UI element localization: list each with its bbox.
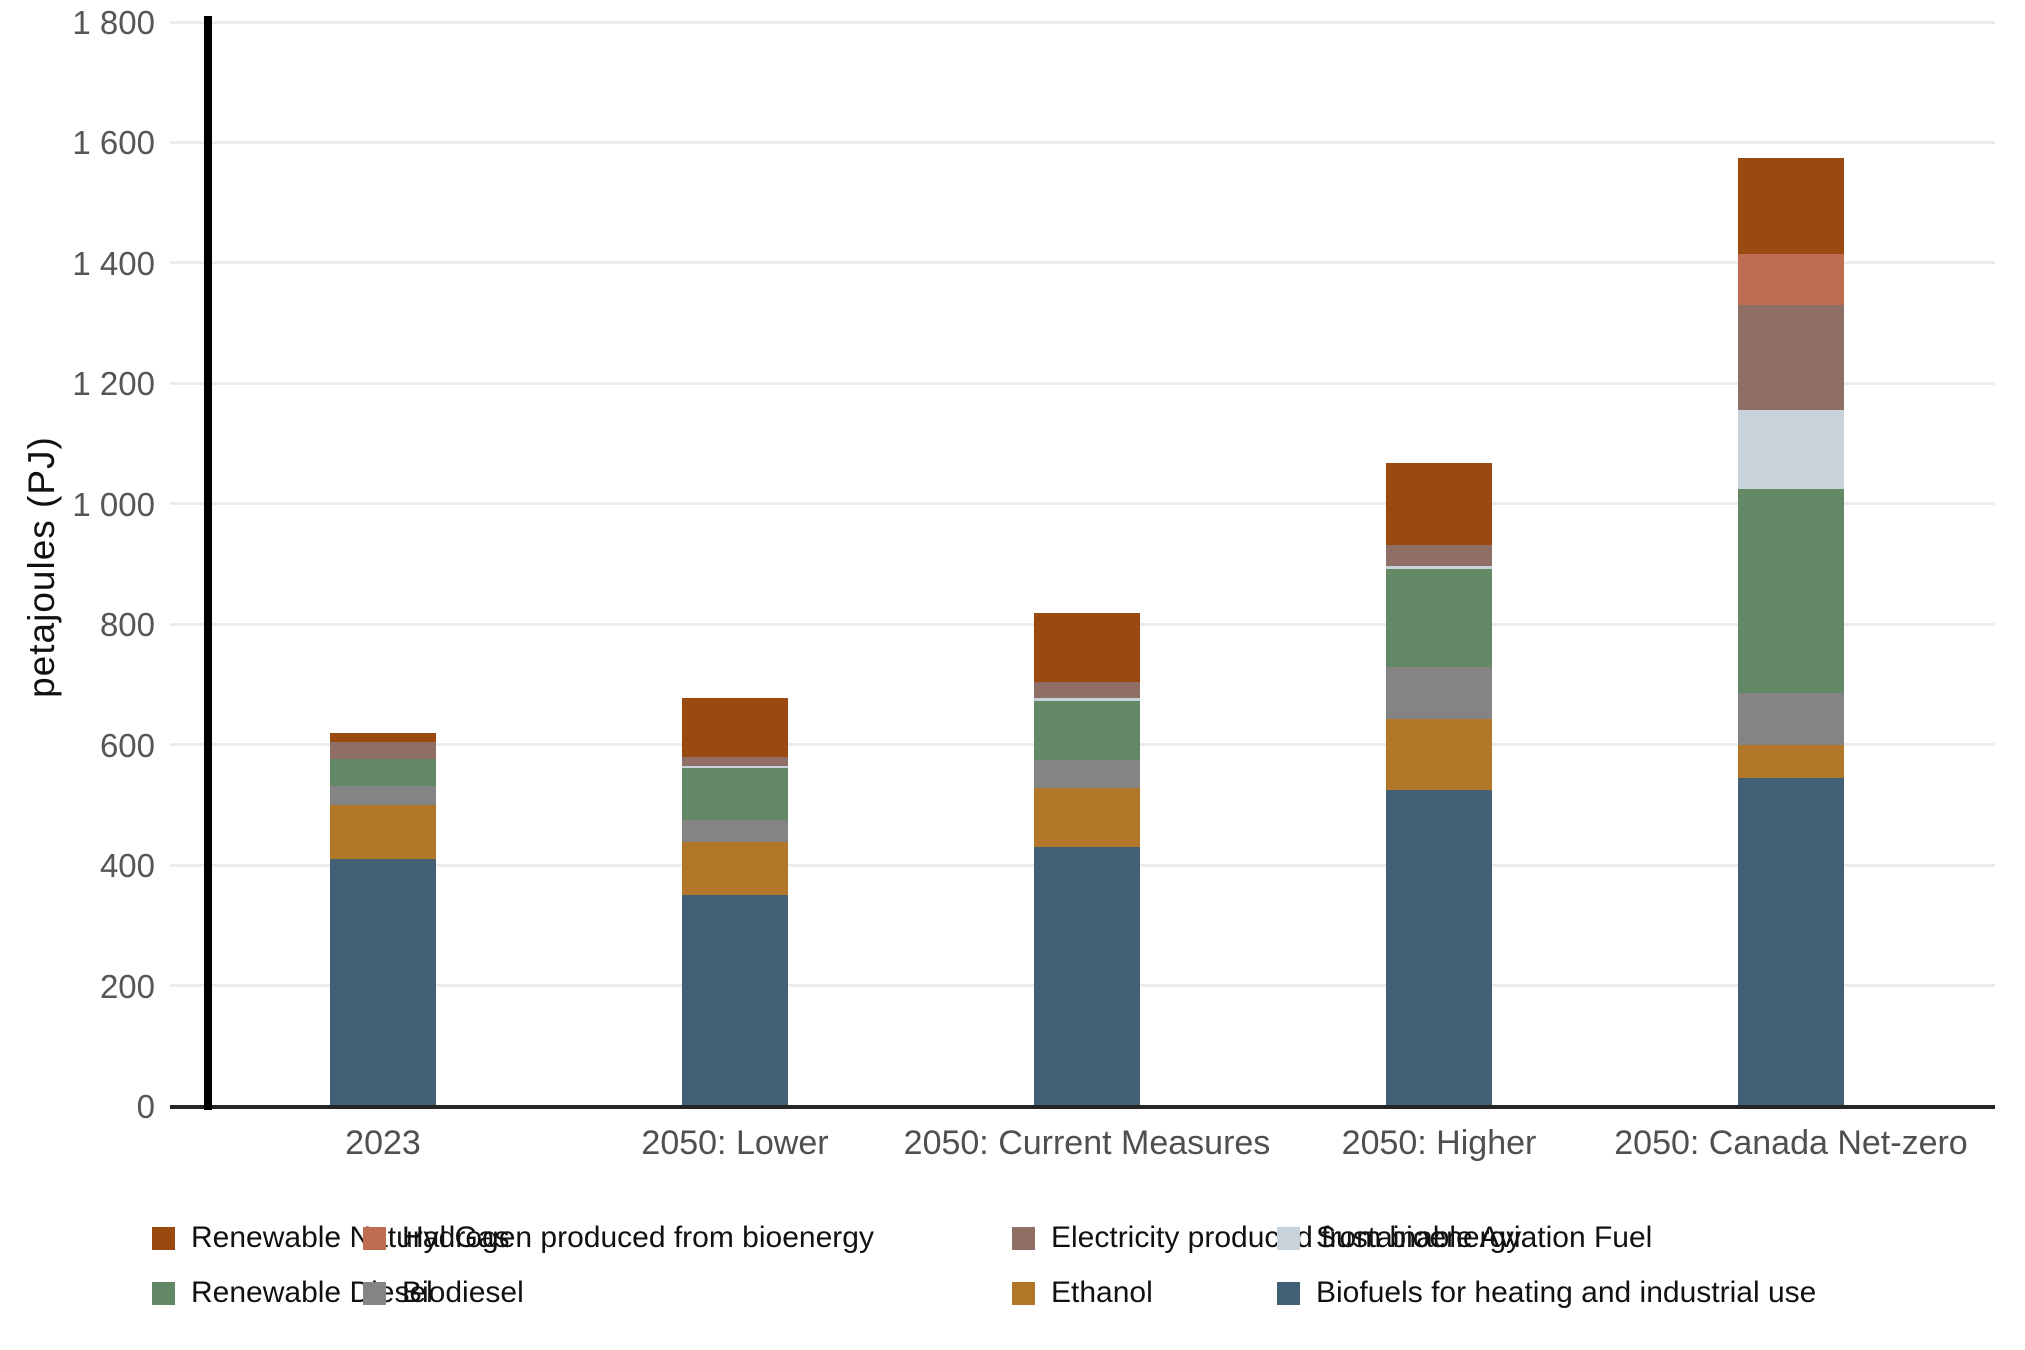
bar-segment-2050-canada-net-zero-renewable-diesel[interactable] [1738, 488, 1844, 694]
bar-segment-2050-higher-ethanol[interactable] [1386, 718, 1492, 790]
legend-item-sustainable-aviation-fuel[interactable]: Sustainable Aviation Fuel [1277, 1221, 1652, 1255]
legend-swatch-renewable-natural-gas [152, 1226, 175, 1250]
gridline-1800 [170, 20, 1995, 24]
bar-segment-2050-lower-electricity-produced-from-bioenergy[interactable] [682, 757, 788, 767]
x-axis-label-2023: 2023 [345, 1124, 421, 1162]
legend-label: Hydrogen produced from bioenergy [402, 1221, 874, 1254]
y-tick-label-400: 400 [99, 847, 155, 885]
legend-swatch-hydrogen-produced-from-bioenergy [363, 1226, 386, 1250]
bar-segment-2050-canada-net-zero-renewable-natural-gas[interactable] [1738, 157, 1844, 254]
y-tick-label-200: 200 [99, 967, 155, 1005]
bar-segment-2050-current-measures-biofuels-for-heating-and-industrial-use[interactable] [1034, 847, 1140, 1106]
bar-segment-2050-canada-net-zero-electricity-produced-from-bioenergy[interactable] [1738, 305, 1844, 411]
y-axis-line [204, 16, 212, 1110]
bar-segment-2050-current-measures-renewable-natural-gas[interactable] [1034, 612, 1140, 683]
bar-segment-2023-biodiesel[interactable] [330, 786, 436, 805]
gridline-1000 [170, 502, 1995, 506]
bar-segment-2050-lower-biodiesel[interactable] [682, 819, 788, 843]
bar-segment-2023-biofuels-for-heating-and-industrial-use[interactable] [330, 859, 436, 1106]
bar-segment-2050-higher-electricity-produced-from-bioenergy[interactable] [1386, 544, 1492, 566]
legend-item-renewable-natural-gas[interactable]: Renewable Natural Gas [152, 1221, 510, 1255]
legend-item-biodiesel[interactable]: Biodiesel [363, 1276, 524, 1310]
bar-segment-2023-renewable-natural-gas[interactable] [330, 733, 436, 743]
bar-segment-2050-current-measures-sustainable-aviation-fuel[interactable] [1034, 697, 1140, 701]
legend-item-ethanol[interactable]: Ethanol [1012, 1276, 1153, 1310]
legend-label: Biofuels for heating and industrial use [1316, 1276, 1817, 1309]
bar-segment-2050-higher-biofuels-for-heating-and-industrial-use[interactable] [1386, 789, 1492, 1106]
y-tick-label-1400: 1 400 [72, 244, 155, 282]
gridline-1400 [170, 261, 1995, 265]
x-axis-label-2050-canada-net-zero: 2050: Canada Net-zero [1614, 1124, 1968, 1162]
bar-segment-2050-canada-net-zero-hydrogen-produced-from-bioenergy[interactable] [1738, 253, 1844, 306]
bar-segment-2050-higher-biodiesel[interactable] [1386, 666, 1492, 719]
legend-swatch-ethanol [1012, 1281, 1035, 1305]
x-axis-label-2050-higher: 2050: Higher [1341, 1124, 1537, 1162]
bar-segment-2050-lower-renewable-natural-gas[interactable] [682, 698, 788, 758]
y-tick-label-600: 600 [99, 726, 155, 764]
legend-swatch-electricity-produced-from-bioenergy [1012, 1226, 1035, 1250]
legend-swatch-biofuels-for-heating-and-industrial-use [1277, 1281, 1300, 1305]
bar-segment-2050-canada-net-zero-biodiesel[interactable] [1738, 693, 1844, 745]
y-axis-title: petajoules (PJ) [21, 436, 62, 698]
bar-segment-2050-higher-renewable-natural-gas[interactable] [1386, 463, 1492, 545]
bar-segment-2050-current-measures-renewable-diesel[interactable] [1034, 700, 1140, 760]
gridline-1200 [170, 381, 1995, 385]
bar-segment-2050-canada-net-zero-sustainable-aviation-fuel[interactable] [1738, 410, 1844, 489]
bar-segment-2050-higher-sustainable-aviation-fuel[interactable] [1386, 565, 1492, 569]
bar-segment-2050-lower-ethanol[interactable] [682, 842, 788, 896]
x-axis-label-2050-lower: 2050: Lower [641, 1124, 829, 1162]
bar-segment-2023-renewable-diesel[interactable] [330, 759, 436, 787]
y-tick-label-800: 800 [99, 606, 155, 644]
legend-item-biofuels-for-heating-and-industrial-use[interactable]: Biofuels for heating and industrial use [1277, 1276, 1816, 1310]
bar-segment-2050-canada-net-zero-ethanol[interactable] [1738, 744, 1844, 778]
legend-swatch-sustainable-aviation-fuel [1277, 1226, 1300, 1250]
gridline-1600 [170, 140, 1995, 144]
legend-label: Renewable Diesel [191, 1276, 433, 1309]
bar-segment-2023-electricity-produced-from-bioenergy[interactable] [330, 742, 436, 760]
bar-segment-2050-lower-renewable-diesel[interactable] [682, 768, 788, 820]
bar-segment-2050-current-measures-electricity-produced-from-bioenergy[interactable] [1034, 682, 1140, 698]
y-tick-label-0: 0 [136, 1088, 155, 1125]
y-tick-label-1800: 1 800 [72, 4, 155, 41]
legend-label: Ethanol [1051, 1276, 1153, 1309]
bar-segment-2050-lower-biofuels-for-heating-and-industrial-use[interactable] [682, 895, 788, 1106]
legend-swatch-renewable-diesel [152, 1281, 175, 1305]
gridline-0 [170, 1104, 1995, 1109]
legend-item-hydrogen-produced-from-bioenergy[interactable]: Hydrogen produced from bioenergy [363, 1221, 874, 1255]
bar-segment-2050-current-measures-biodiesel[interactable] [1034, 759, 1140, 789]
y-tick-label-1600: 1 600 [72, 124, 155, 162]
legend-label: Biodiesel [402, 1276, 524, 1309]
legend-swatch-biodiesel [363, 1281, 386, 1305]
bar-segment-2050-canada-net-zero-biofuels-for-heating-and-industrial-use[interactable] [1738, 777, 1844, 1106]
legend-label: Sustainable Aviation Fuel [1316, 1221, 1653, 1254]
y-tick-label-1200: 1 200 [72, 365, 155, 403]
bar-segment-2050-higher-renewable-diesel[interactable] [1386, 568, 1492, 667]
bar-segment-2050-lower-sustainable-aviation-fuel[interactable] [682, 766, 788, 769]
bar-segment-2023-ethanol[interactable] [330, 804, 436, 860]
y-tick-label-1000: 1 000 [72, 485, 155, 523]
legend-item-renewable-diesel[interactable]: Renewable Diesel [152, 1276, 433, 1310]
bar-segment-2050-current-measures-ethanol[interactable] [1034, 788, 1140, 848]
x-axis-label-2050-current-measures: 2050: Current Measures [903, 1124, 1271, 1162]
legend-label: Renewable Natural Gas [191, 1221, 510, 1254]
